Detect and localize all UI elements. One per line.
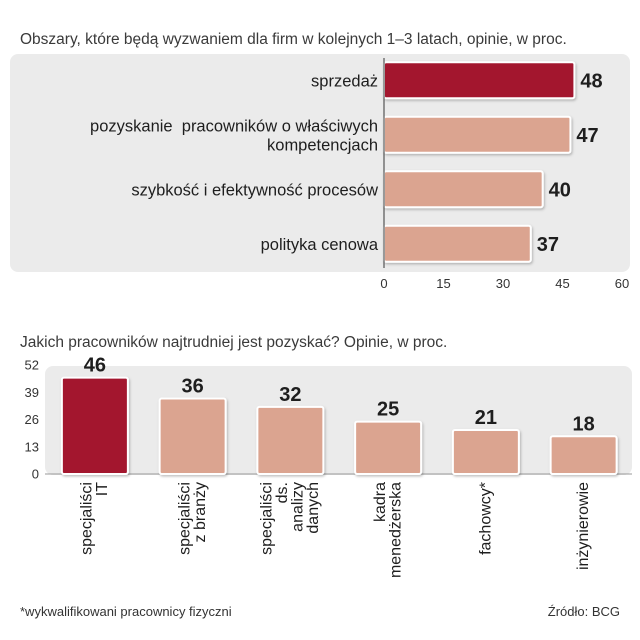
chart1-bar (383, 224, 532, 263)
chart1-x-tick-label: 0 (380, 276, 387, 291)
chart2-category-label: specjaliści (79, 482, 96, 555)
chart1-value-label: 47 (576, 125, 598, 147)
chart2-category-label: kadra (372, 482, 389, 522)
chart1-x-tick-label: 30 (496, 276, 510, 291)
chart2-category-label: inżynierowie (575, 482, 592, 570)
chart2-category-label: danych (305, 482, 322, 534)
chart1-bar (383, 170, 544, 209)
chart2-bar (256, 405, 325, 475)
chart2-value-label: 36 (182, 376, 204, 398)
chart2-y-tick-label: 39 (25, 385, 39, 400)
chart2-category-label: z branży (192, 482, 209, 542)
chart1-category-label: kompetencjach (267, 136, 378, 154)
chart1-category-label: polityka cenowa (261, 236, 379, 254)
chart2-value-label: 32 (279, 384, 301, 406)
chart1-title: Obszary, które będą wyzwaniem dla firm w… (20, 31, 567, 48)
chart1-x-tick-label: 60 (615, 276, 629, 291)
chart2-y-tick-label: 13 (25, 439, 39, 454)
chart2-bar (60, 376, 129, 476)
chart1-bar (383, 115, 572, 154)
chart2-y-tick-label: 52 (25, 358, 39, 373)
chart2-category-label: specjaliści (259, 482, 276, 555)
chart2-bar (158, 397, 227, 475)
chart2-value-label: 25 (377, 399, 399, 421)
chart1-panel (10, 54, 630, 272)
chart2-value-label: 21 (475, 407, 497, 429)
chart2-title: Jakich pracowników najtrudniej jest pozy… (20, 334, 447, 351)
footnote: *wykwalifikowani pracownicy fizyczni (20, 604, 232, 619)
chart2-category-label: analizy (290, 482, 307, 532)
chart1-bar (383, 61, 576, 100)
chart2-bar (549, 435, 618, 475)
chart1-value-label: 37 (537, 234, 559, 256)
source-label: Źródło: BCG (548, 604, 620, 619)
chart2-bar (451, 428, 520, 476)
chart2-category-label: menedżerska (387, 482, 404, 578)
chart2-category-label: IT (94, 482, 111, 496)
chart2-category-label: ds. (274, 482, 291, 503)
chart1-x-tick-label: 15 (436, 276, 450, 291)
chart1-value-label: 40 (549, 179, 571, 201)
chart2-panel (45, 366, 632, 475)
chart1-category-label: szybkość i efektywność procesów (131, 181, 378, 199)
chart2-value-label: 18 (573, 413, 595, 435)
chart2-y-tick-label: 26 (25, 412, 39, 427)
chart1-x-tick-label: 45 (555, 276, 569, 291)
chart2-value-label: 46 (84, 355, 106, 377)
chart2-category-label: specjaliści (176, 482, 193, 555)
chart2-category-label: fachowcy* (477, 482, 494, 555)
chart1-category-label: pozyskanie pracowników o właściwych (90, 117, 378, 135)
chart2-y-tick-label: 0 (32, 467, 39, 482)
chart2-bar (354, 420, 423, 476)
chart1-category-label: sprzedaż (311, 72, 378, 90)
chart1-plot: 48 sprzedaż 47 pozyskanie pracowników o wła… (90, 58, 629, 291)
chart1-value-label: 48 (580, 70, 602, 92)
